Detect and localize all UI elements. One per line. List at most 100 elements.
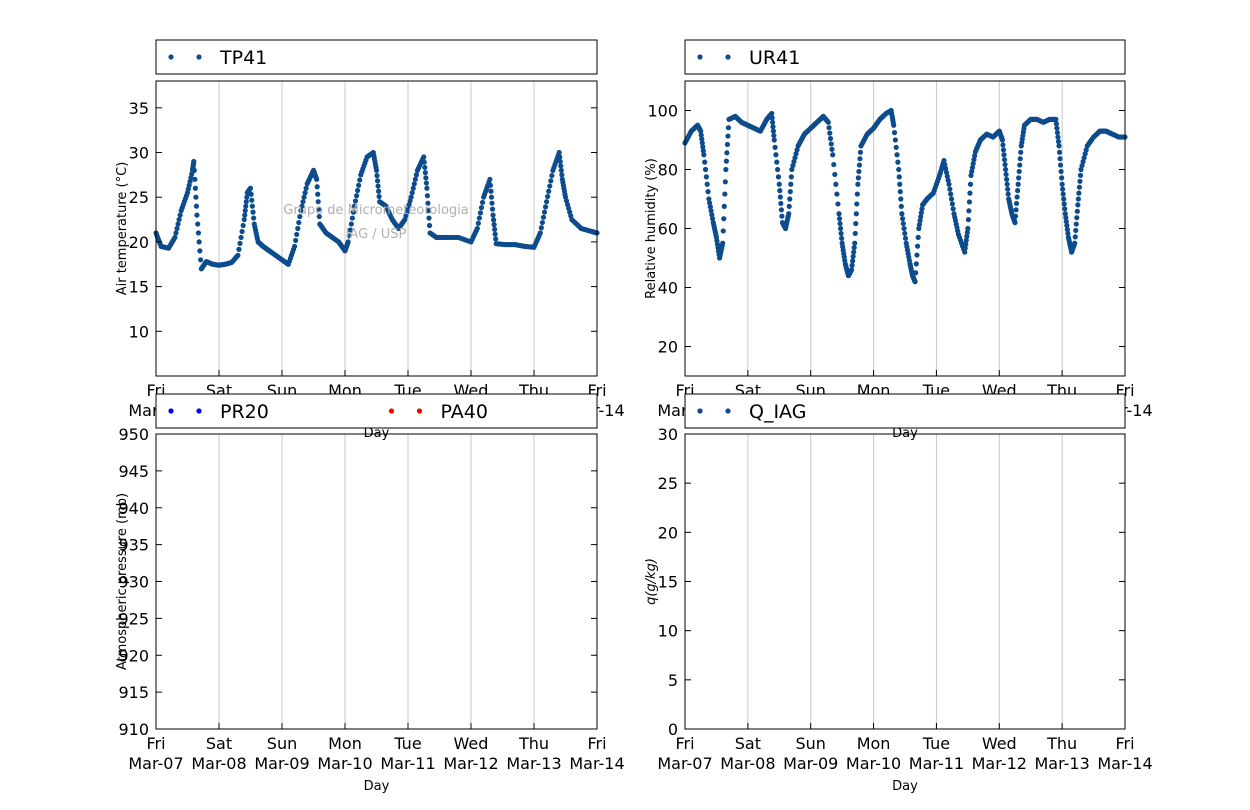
data-point: [786, 211, 792, 217]
humidity-legend: UR41: [684, 39, 1126, 75]
data-point: [850, 258, 856, 264]
data-point: [408, 194, 414, 200]
data-point: [547, 183, 553, 189]
data-point: [250, 209, 256, 215]
data-point: [775, 166, 781, 173]
data-point: [491, 222, 497, 228]
data-point: [1005, 191, 1011, 197]
data-point: [192, 176, 198, 182]
data-point: [559, 172, 565, 178]
data-point: [895, 159, 901, 165]
data-point: [849, 262, 855, 268]
y-tick-label: 920: [118, 646, 149, 665]
pressure-x-ticks: FriMar-07SatMar-08SunMar-09MonMar-10TueM…: [128, 723, 625, 773]
x-tick-day-label: Tue: [922, 734, 950, 753]
data-point: [913, 270, 919, 276]
data-point: [1054, 130, 1061, 136]
data-point: [298, 208, 304, 214]
data-point: [1054, 125, 1060, 131]
data-point: [424, 185, 430, 191]
data-point: [916, 221, 923, 228]
data-point: [700, 148, 706, 154]
data-point: [1003, 171, 1009, 178]
data-point: [915, 234, 921, 240]
data-point: [374, 178, 381, 184]
data-point: [705, 189, 711, 195]
temperature-y-ticks: 10 15 20 25 30 35: [129, 99, 597, 341]
data-point: [193, 203, 200, 209]
humidity-points: [682, 107, 1128, 285]
data-point: [902, 230, 908, 237]
data-point: [1000, 147, 1007, 153]
y-tick-label: 100: [647, 102, 678, 121]
data-point: [1079, 162, 1085, 169]
data-point: [1000, 142, 1006, 148]
data-point: [723, 166, 729, 173]
data-point: [854, 201, 860, 207]
y-tick-label: 40: [658, 279, 678, 298]
data-point: [242, 208, 248, 214]
legend-label: PA40: [441, 401, 488, 423]
data-point: [549, 173, 555, 179]
data-point: [1057, 156, 1063, 162]
data-point: [919, 206, 925, 212]
data-point: [779, 213, 785, 219]
data-point: [195, 230, 202, 236]
x-tick-date-label: Mar-11: [380, 754, 435, 773]
data-point: [700, 144, 706, 150]
pressure-grid: [218, 434, 535, 729]
data-point: [477, 210, 484, 216]
data-point: [493, 236, 499, 242]
data-point: [856, 168, 862, 175]
data-point: [771, 132, 777, 139]
data-point: [1061, 196, 1067, 202]
data-point: [490, 212, 496, 218]
data-point: [770, 128, 777, 134]
data-point: [411, 181, 417, 187]
data-point: [489, 200, 495, 206]
data-point: [834, 191, 840, 197]
data-point: [300, 199, 306, 205]
data-point: [239, 228, 245, 235]
legend-label: UR41: [749, 47, 800, 69]
data-point: [1005, 186, 1011, 192]
x-tick-date-label: Mar-08: [191, 754, 246, 773]
legend-marker: [168, 54, 174, 60]
data-point: [376, 193, 382, 200]
data-point: [558, 167, 564, 173]
x-tick-day-label: Sat: [735, 734, 761, 753]
data-point: [1053, 121, 1059, 127]
data-point: [174, 225, 180, 232]
data-point: [345, 239, 351, 245]
y-tick-label: 925: [118, 609, 149, 628]
data-point: [487, 182, 494, 188]
legend-box: [155, 393, 598, 429]
data-point: [422, 164, 428, 171]
data-point: [1062, 206, 1068, 212]
x-tick-date-label: Mar-11: [909, 754, 964, 773]
data-point: [1056, 149, 1063, 155]
data-point: [948, 191, 954, 197]
data-point: [963, 237, 969, 243]
data-point: [850, 253, 856, 260]
x-tick-date-label: Mar-14: [569, 754, 624, 773]
data-point: [827, 135, 834, 142]
data-point: [698, 128, 704, 134]
data-point: [702, 166, 709, 173]
data-point: [1083, 147, 1089, 153]
data-point: [828, 141, 834, 147]
data-point: [1080, 159, 1086, 165]
data-point: [1002, 166, 1009, 173]
data-point: [412, 176, 418, 182]
data-point: [942, 161, 948, 168]
x-tick-day-label: Sun: [795, 734, 825, 753]
data-point: [789, 166, 795, 173]
data-point: [969, 168, 975, 175]
data-point: [316, 206, 322, 212]
data-point: [1072, 234, 1078, 240]
data-point: [699, 136, 705, 142]
data-point: [967, 190, 973, 196]
watermark-line-2: IAG / USP: [346, 227, 407, 242]
data-point: [722, 191, 728, 197]
